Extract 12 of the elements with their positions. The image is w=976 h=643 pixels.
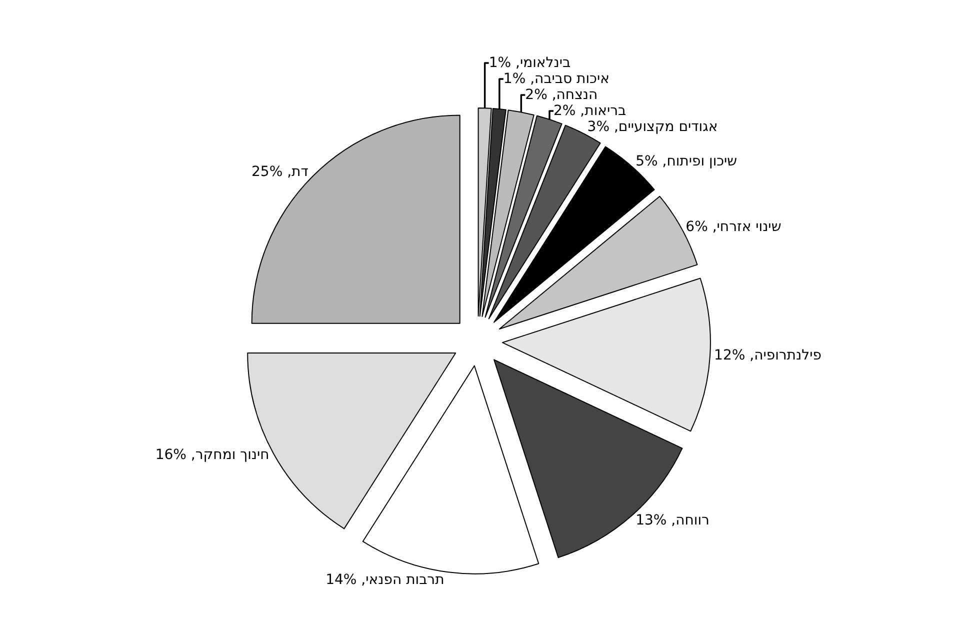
- slice-label: בינלאומי, 1%: [488, 55, 571, 72]
- slice-label: שינוי אזרחי, 6%: [686, 218, 782, 235]
- slice-label: תרבות הפנאי, 14%: [326, 572, 444, 588]
- slice-label: רווחה, 13%: [636, 512, 710, 528]
- slice-label: הנצחה, 2%: [525, 87, 598, 104]
- slice-label: חינוך ומחקר, 16%: [155, 447, 270, 464]
- slice-label: דת, 25%: [252, 164, 309, 180]
- slice-label: שיכון ופיתוח, 5%: [636, 154, 738, 170]
- slice-label: בריאות, 2%: [554, 103, 626, 120]
- slice-label: פילנתרופיה, 12%: [714, 348, 822, 364]
- slice-label: אגודים מקצועיים, 3%: [587, 119, 718, 136]
- slice-label: איכות סביבה, 1%: [503, 71, 610, 88]
